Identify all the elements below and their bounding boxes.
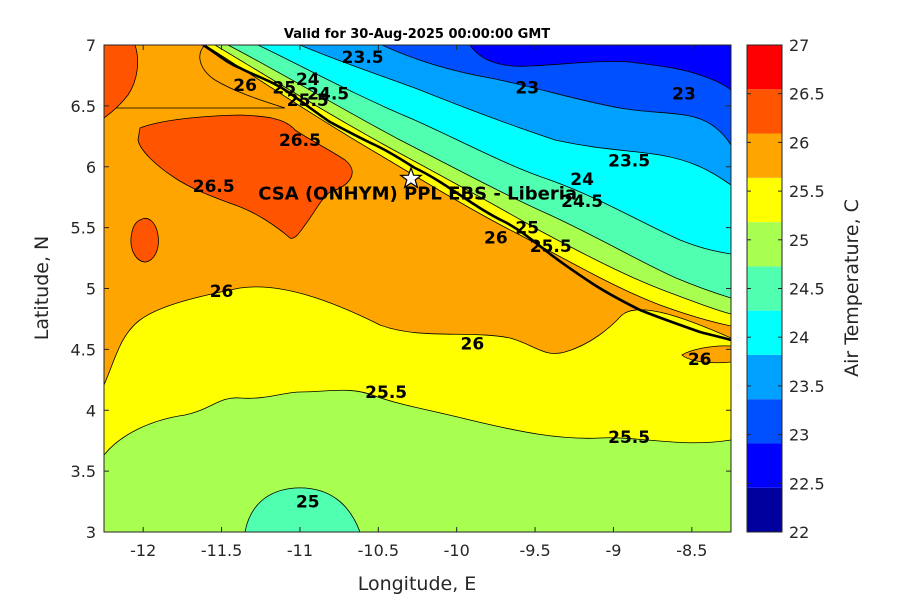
y-tick-label: 3.5 [71, 462, 96, 481]
y-tick-label: 5.5 [71, 219, 96, 238]
contour-label: 26 [210, 282, 234, 302]
x-tick-label: -8.5 [676, 541, 707, 560]
band-26.5-west-patch [130, 218, 159, 263]
colorbar-bin [747, 443, 782, 488]
colorbar-tick-label: 26 [789, 133, 809, 152]
contour-label: 24.5 [561, 192, 603, 212]
contour-label: 25.5 [608, 428, 650, 448]
x-tick-label: -11 [287, 541, 313, 560]
contour-label: 25 [515, 219, 539, 239]
colorbar-bin [747, 222, 782, 267]
contour-label: 24.5 [307, 85, 349, 105]
contour-label: 25.5 [365, 383, 407, 403]
x-tick-label: -9 [605, 541, 621, 560]
band-24.5-25-south [244, 487, 361, 532]
colorbar-bin [747, 487, 782, 532]
y-tick-label: 7 [86, 36, 96, 55]
colorbar-bin [747, 354, 782, 400]
contour-label: 26 [688, 350, 712, 370]
station-star-icon [399, 166, 423, 189]
colorbar: 22 22.5 23 23.5 24 24.5 25 25.5 26 26.5 27 [747, 36, 825, 542]
colorbar-bin [747, 89, 782, 134]
band-26.5-central [137, 114, 353, 239]
colorbar-tick-label: 25.5 [789, 182, 825, 201]
coastline [202, 45, 731, 342]
y-tick-label: 3 [86, 523, 96, 542]
contour-label: 26.5 [193, 177, 235, 197]
y-tick-label: 4 [86, 401, 96, 420]
colorbar-tick-label: 23.5 [789, 377, 825, 396]
band-26-nw-patch [104, 45, 286, 109]
contour-label: 23 [672, 85, 696, 105]
contour-label: 25 [296, 493, 320, 513]
band-26-east-patch [681, 345, 731, 364]
contour-label: 26 [484, 228, 508, 248]
contour-label: 25 [272, 79, 296, 99]
x-tick-label: -12 [130, 541, 156, 560]
x-tick-label: -10 [444, 541, 470, 560]
y-axis-ticks: 3 3.5 4 4.5 5 5.5 6 6.5 7 [71, 36, 731, 542]
contour-label: 24 [570, 170, 594, 190]
colorbar-tick-label: 22 [789, 523, 809, 542]
x-axis-ticks: -12 -11.5 -11 -10.5 -10 -9.5 -9 -8.5 [130, 45, 707, 560]
band-23-north [381, 45, 731, 146]
colorbar-bin [747, 399, 782, 444]
contour-label: 23.5 [608, 152, 650, 172]
plot-area [104, 45, 731, 532]
x-tick-label: -10.5 [358, 541, 399, 560]
colorbar-tick-label: 22.5 [789, 474, 825, 493]
colorbar-frame [746, 44, 783, 533]
station-label: CSA (ONHYM) PPL EBS - Liberia [258, 183, 577, 204]
x-tick-label: -9.5 [519, 541, 550, 560]
contour-label: 25.5 [530, 237, 572, 257]
contour-labels: 23.523 232424.52525.52626.526.523.52424.5… [193, 48, 712, 512]
band-22.5-north [469, 45, 731, 91]
y-tick-label: 4.5 [71, 340, 96, 359]
colorbar-tick-label: 23 [789, 426, 809, 445]
colorbar-label: Air Temperature, C [841, 199, 863, 377]
colorbar-bin [747, 45, 782, 90]
y-tick-label: 6.5 [71, 97, 96, 116]
contour-label: 23 [515, 79, 539, 99]
colorbar-bin [747, 133, 782, 178]
x-tick-label: -11.5 [201, 541, 242, 560]
y-tick-label: 5 [86, 280, 96, 299]
colorbar-bin [747, 266, 782, 311]
colorbar-bin [747, 177, 782, 223]
contour-label: 24 [296, 70, 320, 90]
colorbar-tick-label: 26.5 [789, 85, 825, 104]
colorbar-tick-label: 25 [789, 231, 809, 250]
colorbar-tick-label: 24.5 [789, 280, 825, 299]
colorbar-bin [747, 310, 782, 355]
contour-label: 25.5 [287, 91, 329, 111]
contour-label: 26 [233, 76, 257, 96]
y-tick-label: 6 [86, 158, 96, 177]
x-axis-label: Longitude, E [358, 573, 477, 595]
colorbar-tick-label: 24 [789, 328, 809, 347]
contour-label: 26.5 [279, 131, 321, 151]
contour-label: 26 [461, 334, 485, 354]
band-26.5-nw-corner [104, 45, 139, 119]
y-axis-label: Latitude, N [31, 236, 53, 341]
contour-label: 23.5 [342, 48, 384, 68]
colorbar-tick-label: 27 [789, 36, 809, 55]
chart-title: Valid for 30-Aug-2025 00:00:00 GMT [284, 27, 550, 42]
